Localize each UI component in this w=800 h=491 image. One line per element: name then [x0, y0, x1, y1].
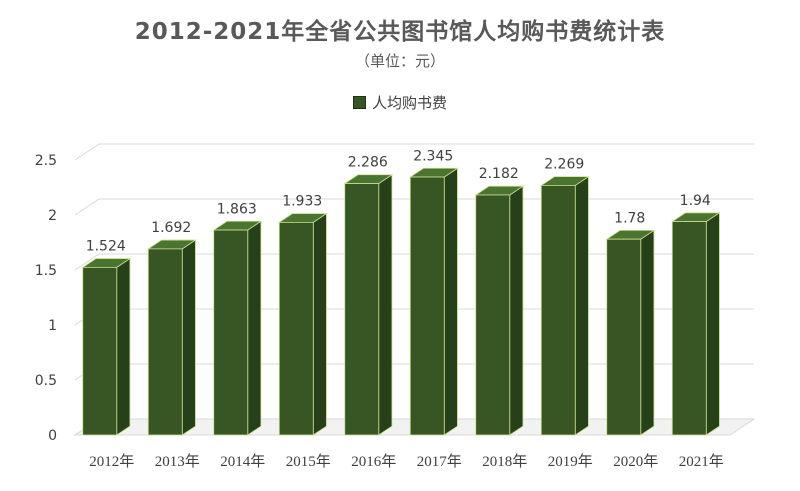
bar-side: [181, 239, 196, 436]
bar-side: [509, 185, 524, 436]
bar-side: [247, 220, 262, 436]
x-tick-label: 2016年: [351, 453, 396, 470]
chart-title: 2012-2021年全省公共图书馆人均购书费统计表: [134, 19, 666, 45]
bar-side: [116, 257, 131, 436]
bar: [213, 229, 249, 436]
bar: [344, 183, 380, 436]
bar: [606, 238, 642, 436]
bar-side: [574, 175, 589, 436]
y-tick-label: 0: [48, 428, 57, 444]
data-label: 1.933: [282, 194, 322, 210]
bar: [475, 194, 511, 436]
x-tick-label: 2017年: [417, 453, 462, 470]
data-label: 2.286: [348, 155, 388, 171]
legend: 人均购书费: [0, 92, 800, 113]
bar: [278, 221, 314, 436]
gridline: [74, 143, 754, 161]
y-tick-label: 1: [48, 318, 57, 334]
bar: [82, 266, 118, 436]
bar-side: [705, 212, 720, 436]
bar: [671, 221, 707, 436]
y-tick-label: 1.5: [35, 263, 57, 279]
legend-swatch: [352, 96, 366, 109]
gridline: [74, 198, 754, 216]
x-tick-label: 2015年: [286, 453, 331, 470]
bar-side: [443, 167, 458, 436]
bar-side: [378, 173, 393, 436]
x-tick-label: 2019年: [548, 453, 593, 470]
bar: [147, 248, 183, 436]
data-label: 1.524: [86, 239, 126, 255]
bar: [409, 176, 445, 436]
y-tick-label: 2.5: [35, 153, 57, 169]
x-tick-label: 2018年: [482, 453, 527, 470]
data-label: 2.345: [413, 148, 453, 164]
data-label: 2.182: [479, 166, 519, 182]
gridline: [74, 253, 754, 271]
data-label: 1.863: [217, 201, 257, 217]
bar-side: [312, 212, 327, 436]
x-tick-label: 2021年: [679, 453, 724, 470]
x-tick-label: 2020年: [613, 453, 658, 470]
data-label: 1.692: [151, 220, 191, 236]
bar: [540, 185, 576, 436]
chart-subtitle: （单位：元）: [354, 52, 445, 70]
x-tick-label: 2014年: [220, 453, 265, 470]
x-tick-label: 2013年: [155, 453, 200, 470]
data-label: 2.269: [544, 157, 584, 173]
legend-label: 人均购书费: [371, 94, 447, 112]
x-tick-label: 2012年: [89, 453, 134, 470]
bar-side: [640, 229, 655, 436]
data-label: 1.94: [680, 193, 711, 209]
y-tick-label: 2: [48, 208, 57, 224]
data-label: 1.78: [614, 210, 645, 226]
y-tick-label: 0.5: [35, 373, 57, 389]
